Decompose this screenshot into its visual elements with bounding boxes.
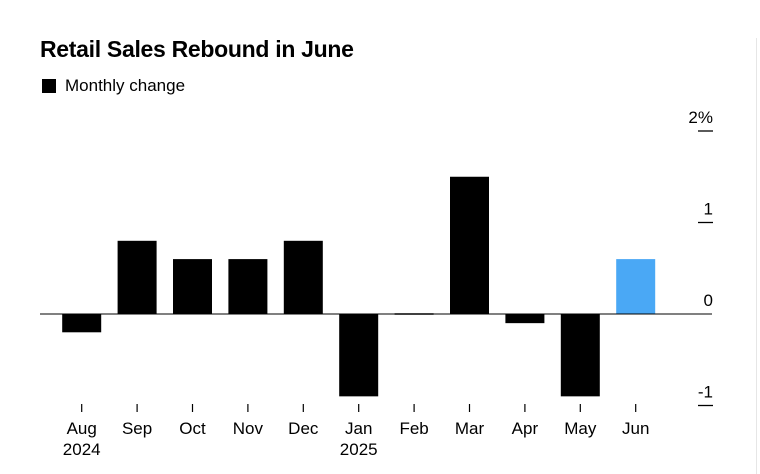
x-tick-label: Aug xyxy=(67,419,97,438)
bar-nov xyxy=(228,259,268,314)
bar-jan xyxy=(339,314,379,397)
x-tick-label: Apr xyxy=(512,419,539,438)
x-tick-label: Feb xyxy=(399,419,428,438)
legend: Monthly change xyxy=(42,76,185,96)
x-tick-label: Jun xyxy=(622,419,649,438)
bar-aug xyxy=(62,314,102,333)
y-tick-label: 1 xyxy=(704,200,713,219)
y-tick-label: 0 xyxy=(704,291,713,310)
y-tick-label: 2% xyxy=(688,108,713,127)
chart-title: Retail Sales Rebound in June xyxy=(40,36,354,62)
bar-sep xyxy=(117,240,157,314)
x-tick-year-label: 2024 xyxy=(63,440,101,459)
x-tick-label: Oct xyxy=(179,419,206,438)
x-tick-label: Jan xyxy=(345,419,372,438)
legend-swatch xyxy=(42,79,56,93)
legend-label: Monthly change xyxy=(65,76,186,95)
bar-dec xyxy=(283,240,323,314)
right-edge-divider xyxy=(756,38,757,474)
bar-mar xyxy=(450,176,489,314)
x-tick-label: Dec xyxy=(288,419,319,438)
x-tick-label: Mar xyxy=(455,419,485,438)
x-tick-label: Nov xyxy=(233,419,264,438)
x-tick-label: May xyxy=(564,419,597,438)
y-tick-label: -1 xyxy=(698,383,713,402)
bar-jun xyxy=(616,259,656,314)
x-tick-year-label: 2025 xyxy=(340,440,378,459)
bar-may xyxy=(560,314,600,397)
bar-oct xyxy=(173,259,212,314)
bar-apr xyxy=(505,314,545,324)
x-tick-label: Sep xyxy=(122,419,152,438)
